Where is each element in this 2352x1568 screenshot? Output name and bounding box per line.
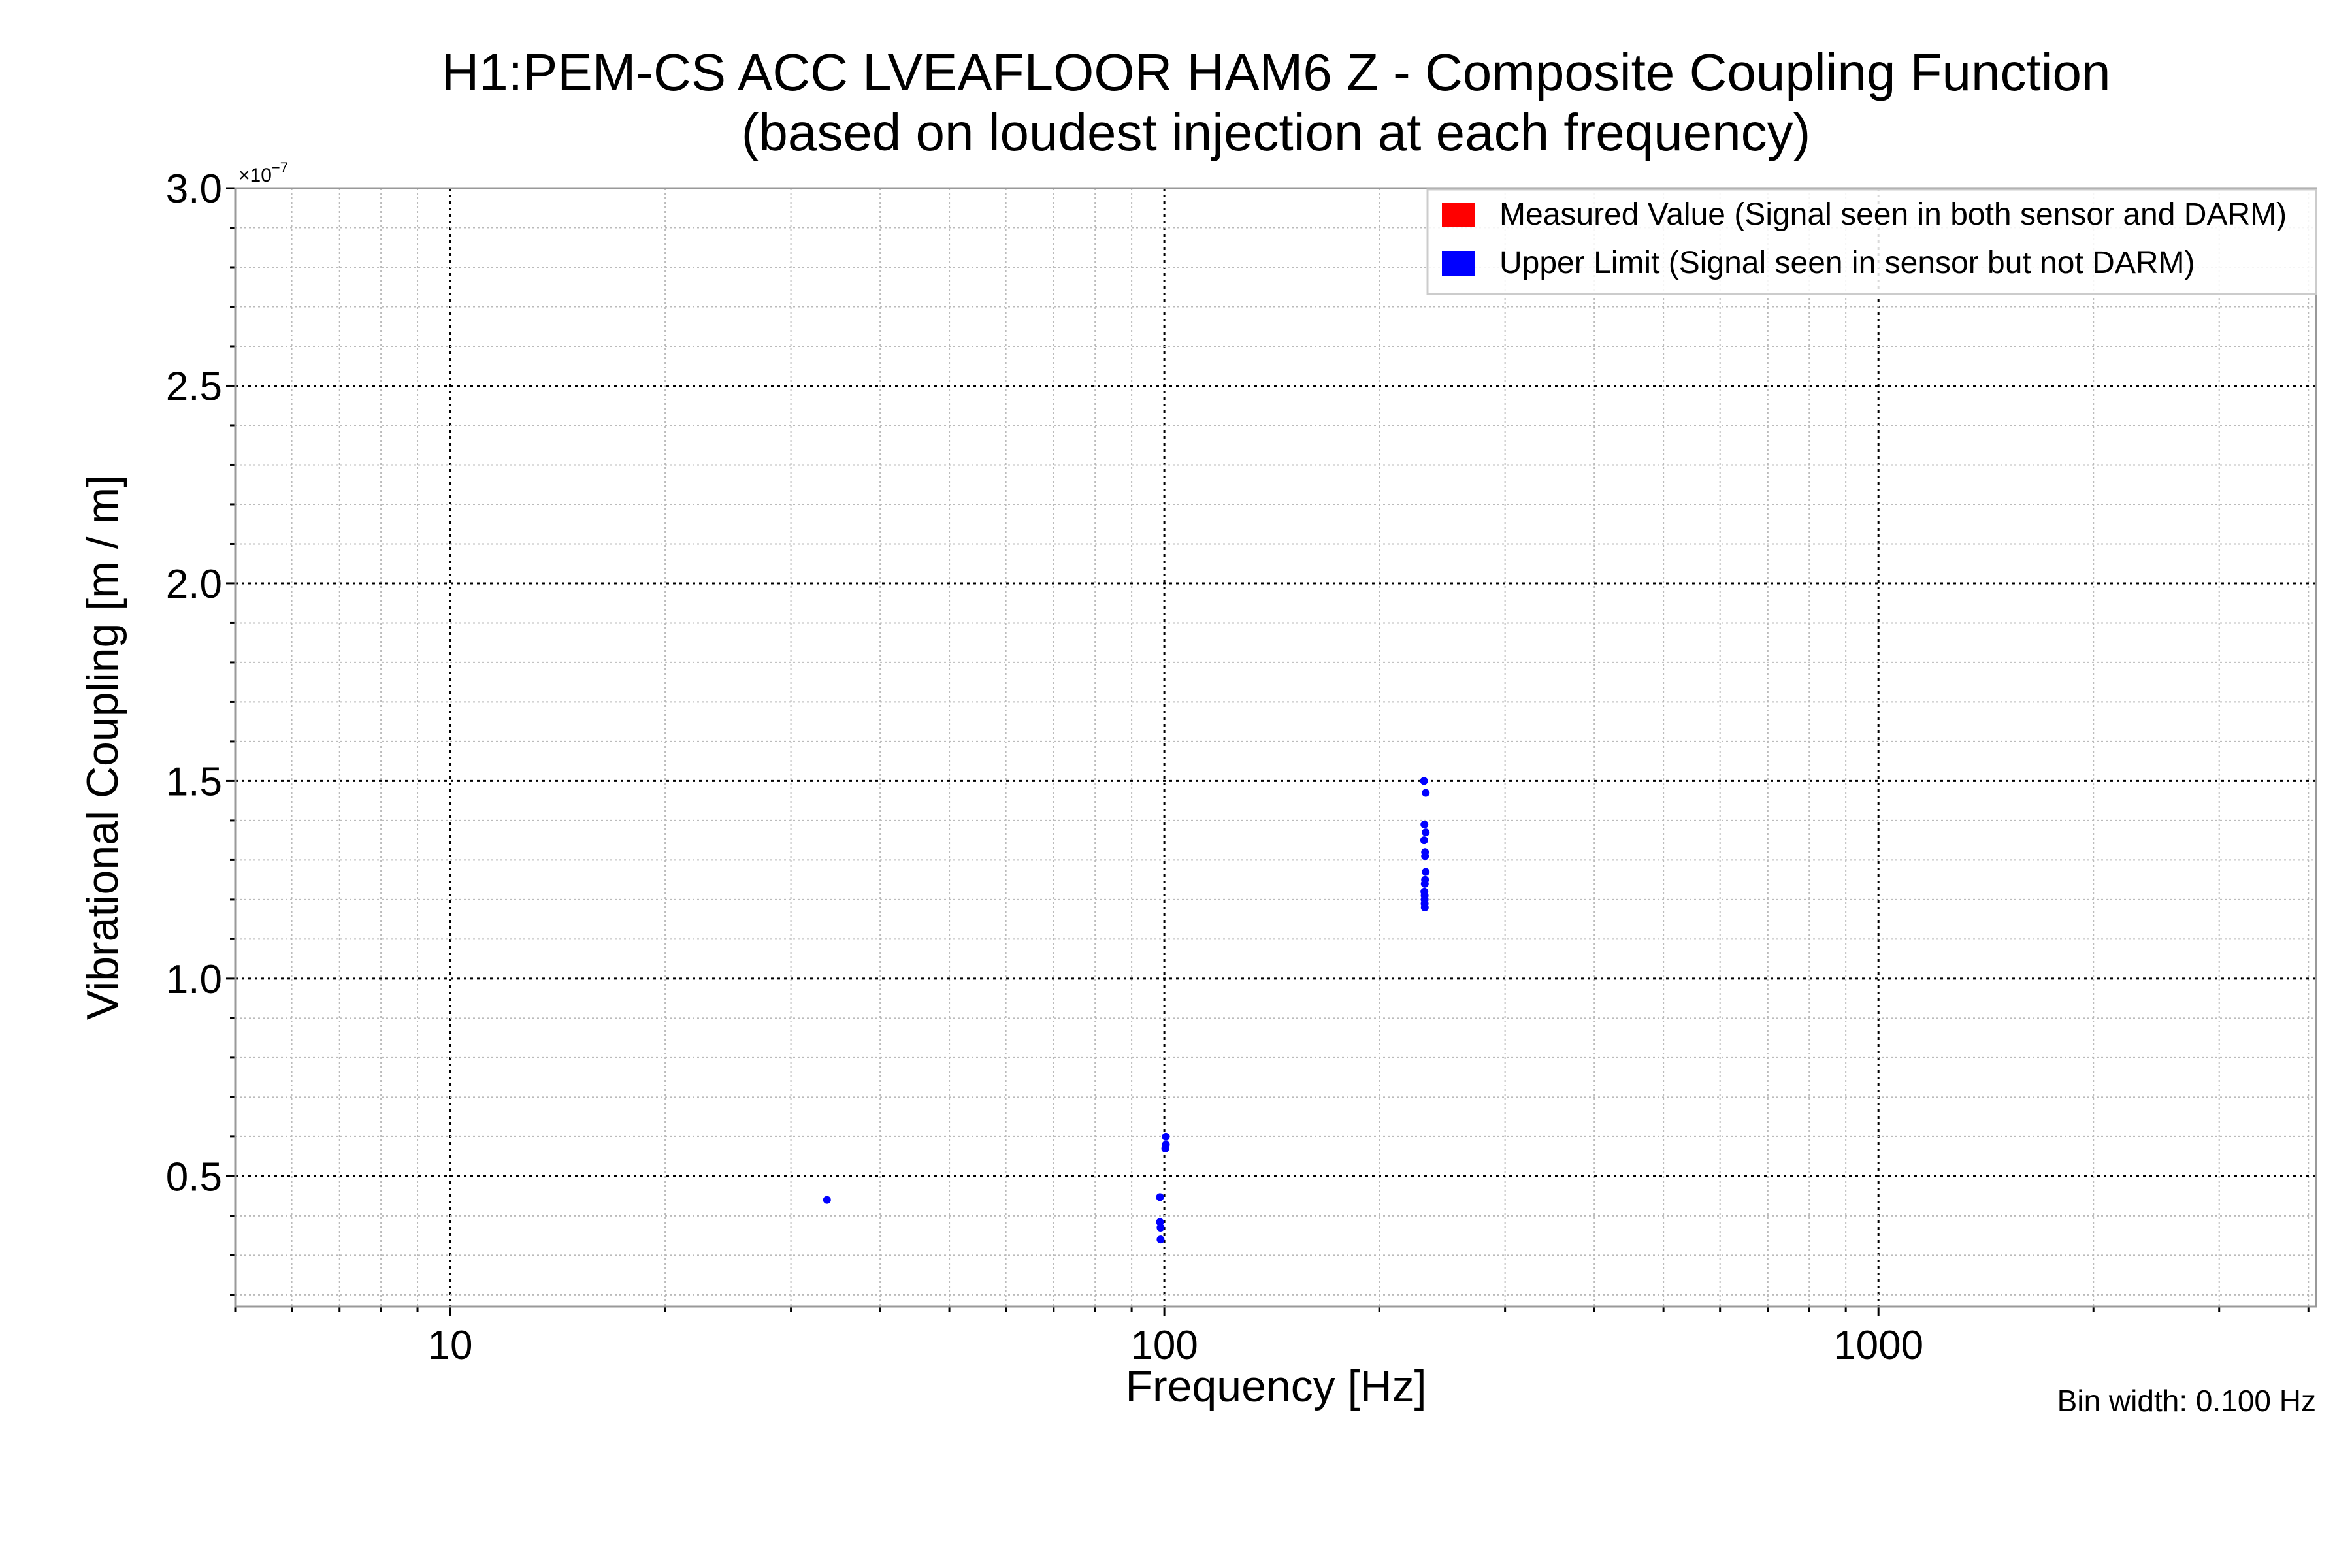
legend-swatch-upper-limit <box>1442 251 1475 276</box>
data-points <box>823 777 1430 1244</box>
legend-label-measured: Measured Value (Signal seen in both sens… <box>1499 197 2287 232</box>
data-point <box>1156 1224 1165 1232</box>
y-tick-label: 1.5 <box>166 759 222 804</box>
x-tick-label: 100 <box>1130 1323 1198 1368</box>
y-tick-label: 0.5 <box>166 1154 222 1200</box>
legend-label-upper-limit: Upper Limit (Signal seen in sensor but n… <box>1499 246 2195 280</box>
data-point <box>1422 868 1430 876</box>
y-axis-label: Vibrational Coupling [m / m] <box>78 475 127 1020</box>
y-tick-label: 3.0 <box>166 167 222 212</box>
data-point <box>1422 828 1430 837</box>
data-point <box>1161 1145 1169 1153</box>
data-point <box>1420 820 1429 828</box>
x-tick-label: 10 <box>428 1323 473 1368</box>
data-point <box>1420 904 1429 912</box>
data-point <box>1420 879 1429 888</box>
chart-title: H1:PEM-CS ACC LVEAFLOOR HAM6 Z - Composi… <box>442 43 2111 101</box>
data-point <box>1421 852 1429 860</box>
data-point <box>1162 1132 1170 1141</box>
y-tick-label: 2.5 <box>166 364 222 409</box>
chart-subtitle: (based on loudest injection at each freq… <box>742 103 1811 161</box>
y-tick-label: 2.0 <box>166 562 222 607</box>
x-tick-label: 1000 <box>1833 1323 1923 1368</box>
data-point <box>823 1196 831 1204</box>
axis-ticks: 10 100 1000 0.5 1.0 1.5 2.0 2.5 3.0 <box>166 167 2310 1368</box>
data-point <box>1422 789 1430 797</box>
data-point <box>1156 1193 1164 1201</box>
y-multiplier: ×10−7 <box>238 159 288 186</box>
bin-width-annotation: Bin width: 0.100 Hz <box>2057 1384 2316 1418</box>
grid-lines <box>235 187 2316 1307</box>
x-axis-label: Frequency [Hz] <box>1125 1362 1426 1411</box>
plot-frame <box>234 187 2317 1308</box>
data-point <box>1156 1235 1165 1244</box>
legend: Measured Value (Signal seen in both sens… <box>1426 188 2317 295</box>
legend-box <box>1426 188 2317 295</box>
legend-swatch-measured <box>1442 203 1475 227</box>
y-tick-label: 1.0 <box>166 957 222 1002</box>
data-point <box>1420 836 1428 845</box>
data-point <box>1420 777 1428 785</box>
